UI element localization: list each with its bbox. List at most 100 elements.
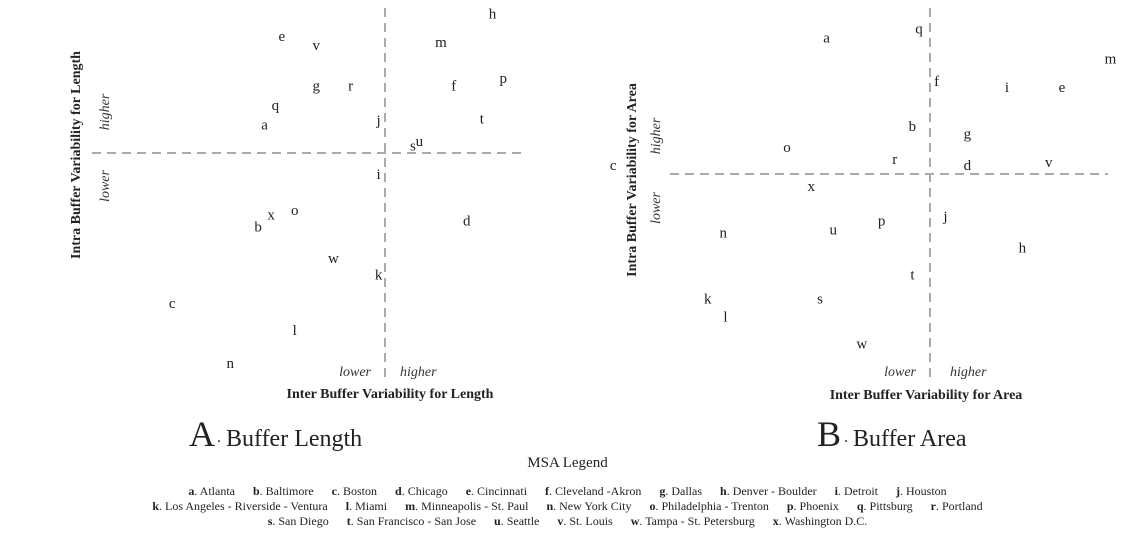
point-label-q: q bbox=[915, 22, 923, 38]
y-lower-label: lower bbox=[98, 170, 113, 202]
x-higher-label: higher bbox=[400, 365, 437, 380]
x-lower-label: lower bbox=[339, 365, 371, 380]
point-label-x: x bbox=[267, 208, 275, 224]
legend-city: Chicago bbox=[407, 484, 448, 498]
legend-item: p. Phoenix bbox=[786, 499, 839, 513]
point-label-e: e bbox=[278, 29, 285, 45]
legend-key: q bbox=[856, 499, 864, 513]
point-label-m: m bbox=[1105, 52, 1117, 68]
scatter-plots: Intra Buffer Variability for Length high… bbox=[69, 7, 1117, 455]
legend-city: Cincinnati bbox=[477, 484, 528, 498]
point-label-u: u bbox=[416, 134, 424, 150]
legend-item: h. Denver - Boulder bbox=[720, 484, 817, 498]
legend-key: r bbox=[930, 499, 936, 513]
y-higher-label: higher bbox=[98, 93, 113, 130]
legend-item: d. Chicago bbox=[395, 484, 448, 498]
point-label-l: l bbox=[723, 310, 727, 326]
legend-key: l bbox=[345, 499, 350, 513]
legend-key: e bbox=[465, 484, 472, 498]
point-label-d: d bbox=[463, 214, 471, 230]
y-higher-label: higher bbox=[649, 117, 664, 154]
point-label-a: a bbox=[261, 118, 268, 134]
point-label-v: v bbox=[1045, 155, 1053, 171]
y-axis-label: Intra Buffer Variability for Length bbox=[69, 51, 84, 259]
point-label-b: b bbox=[254, 220, 262, 236]
point-label-h: h bbox=[489, 7, 497, 23]
point-label-e: e bbox=[1059, 80, 1066, 96]
legend-city: Tampa - St. Petersburg bbox=[645, 514, 755, 528]
legend-city: Pittsburg bbox=[869, 499, 913, 513]
panel-caption: A . Buffer Length bbox=[189, 414, 362, 454]
legend-item: t. San Francisco - San Jose bbox=[346, 514, 477, 528]
point-label-t: t bbox=[480, 112, 485, 128]
point-label-c: c bbox=[169, 296, 176, 312]
legend-city: Los Angeles - Riverside - Ventura bbox=[165, 499, 328, 513]
legend-city: Dallas bbox=[671, 484, 702, 498]
point-label-h: h bbox=[1019, 241, 1027, 257]
legend-item: q. Pittsburg bbox=[856, 499, 913, 513]
legend-item: b. Baltimore bbox=[252, 484, 314, 498]
legend-city: Baltimore bbox=[265, 484, 314, 498]
point-label-w: w bbox=[328, 251, 339, 267]
legend-item: l. Miami bbox=[345, 499, 388, 513]
legend-city: Phoenix bbox=[799, 499, 839, 513]
legend-item: n. New York City bbox=[546, 499, 632, 513]
legend-city: Boston bbox=[343, 484, 378, 498]
point-label-m: m bbox=[435, 35, 447, 51]
legend-rows: a. Atlanta b. Baltimore c. Boston d. Chicag… bbox=[0, 484, 1135, 529]
legend-item: s. San Diego bbox=[267, 514, 329, 528]
legend-item: g. Dallas bbox=[659, 484, 702, 498]
legend-item: c. Boston bbox=[331, 484, 378, 498]
y-axis-label: Intra Buffer Variability for Area bbox=[625, 83, 640, 277]
legend-title: MSA Legend bbox=[527, 455, 608, 471]
legend-key: c bbox=[331, 484, 337, 498]
legend-city: Portland bbox=[942, 499, 983, 513]
legend-key: t bbox=[346, 514, 351, 528]
legend-key: w bbox=[630, 514, 640, 528]
legend-city: Miami bbox=[355, 499, 388, 513]
legend-key: p bbox=[786, 499, 794, 513]
point-label-f: f bbox=[934, 74, 939, 90]
panel-caption: B . Buffer Area bbox=[817, 414, 967, 454]
panel-letter: B bbox=[817, 414, 841, 454]
point-label-p: p bbox=[500, 71, 508, 87]
point-label-g: g bbox=[312, 79, 320, 95]
point-label-j: j bbox=[942, 209, 947, 225]
x-axis-label: Inter Buffer Variability for Length bbox=[287, 387, 494, 402]
data-points: a q m f i e b g o r d v c x j p u n h t k s l w bbox=[610, 22, 1117, 353]
legend-item: e. Cincinnati bbox=[465, 484, 528, 498]
legend-key: x bbox=[772, 514, 779, 528]
point-label-p: p bbox=[878, 214, 886, 230]
legend-key: j bbox=[896, 484, 901, 498]
caption-dot: . bbox=[217, 429, 221, 446]
legend-item: a. Atlanta bbox=[188, 484, 235, 498]
legend-key: n bbox=[546, 499, 554, 513]
point-label-q: q bbox=[272, 98, 280, 114]
point-label-n: n bbox=[226, 356, 234, 372]
point-label-i: i bbox=[377, 167, 381, 183]
legend-city: Minneapolis - St. Paul bbox=[421, 499, 529, 513]
point-label-k: k bbox=[704, 292, 712, 308]
msa-legend: MSA Legend a. Atlanta b. Baltimore c. Bost… bbox=[0, 455, 1135, 529]
point-label-u: u bbox=[829, 223, 837, 239]
point-label-b: b bbox=[909, 119, 917, 135]
point-label-s: s bbox=[410, 139, 416, 155]
panel-letter: A bbox=[189, 414, 215, 454]
legend-city: Atlanta bbox=[199, 484, 235, 498]
legend-item: m. Minneapolis - St. Paul bbox=[405, 499, 529, 513]
chart-buffer-length: Intra Buffer Variability for Length high… bbox=[69, 7, 525, 454]
legend-item: x. Washington D.C. bbox=[772, 514, 868, 528]
point-label-w: w bbox=[856, 337, 867, 353]
legend-key: u bbox=[494, 514, 501, 528]
chart-buffer-area: Intra Buffer Variability for Area higher… bbox=[610, 8, 1117, 454]
legend-item: r. Portland bbox=[930, 499, 983, 513]
point-label-n: n bbox=[719, 226, 727, 242]
legend-key: f bbox=[545, 484, 550, 498]
point-label-s: s bbox=[817, 292, 823, 308]
legend-city: San Diego bbox=[278, 514, 329, 528]
point-label-a: a bbox=[823, 31, 830, 47]
x-axis-label: Inter Buffer Variability for Area bbox=[830, 388, 1023, 403]
point-label-d: d bbox=[964, 158, 972, 174]
legend-key: s bbox=[267, 514, 273, 528]
point-label-i: i bbox=[1005, 80, 1009, 96]
